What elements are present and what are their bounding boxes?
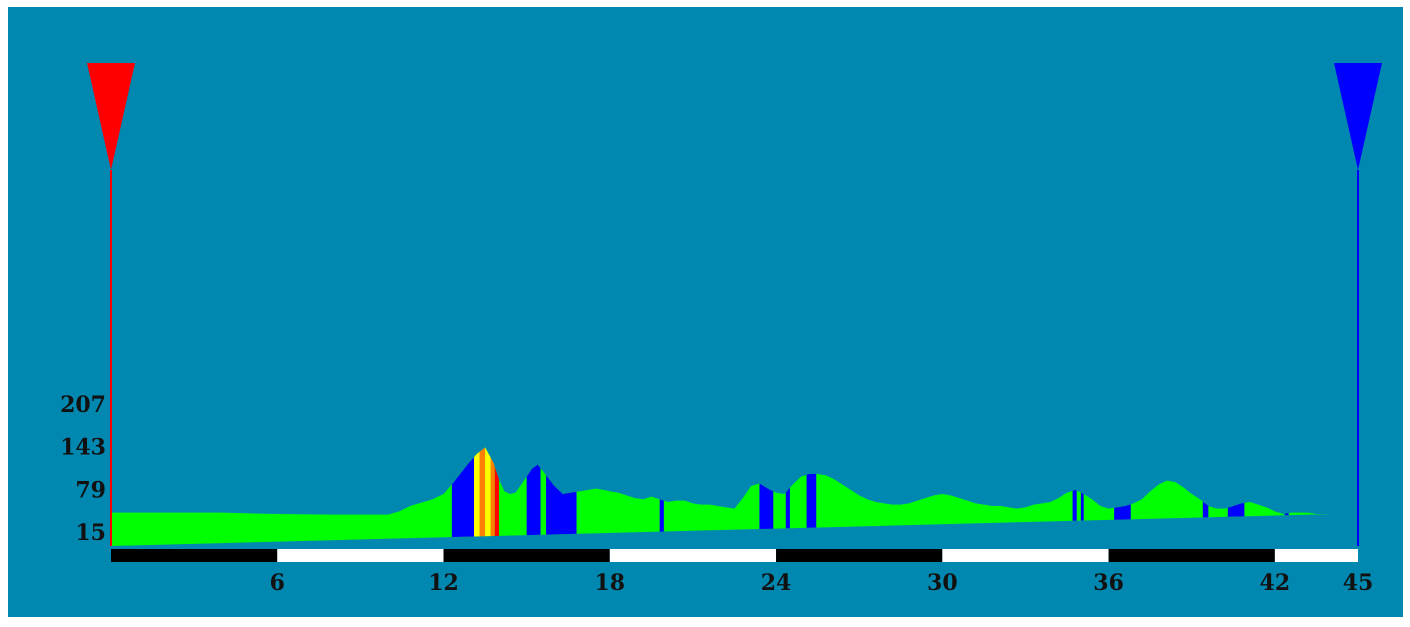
y-tick-label: 143 xyxy=(60,435,106,461)
x-tick-label: 36 xyxy=(1093,570,1124,596)
y-tick-label: 15 xyxy=(75,520,106,546)
x-tick-label: 12 xyxy=(428,570,459,596)
climb-section xyxy=(806,447,817,546)
x-tick-label: 45 xyxy=(1343,570,1374,596)
distance-scale-segment xyxy=(443,549,610,562)
distance-scale-segment xyxy=(277,549,444,562)
distance-scale-segment xyxy=(776,549,943,562)
x-tick-label: 6 xyxy=(270,570,285,596)
climb-section xyxy=(1080,447,1084,546)
start-marker-flag xyxy=(87,63,135,170)
climb-section xyxy=(785,447,790,546)
elevation-area xyxy=(111,447,1334,546)
x-tick-label: 42 xyxy=(1260,570,1291,596)
y-tick-label: 207 xyxy=(60,392,106,418)
distance-scale-segment xyxy=(942,549,1109,562)
climb-section xyxy=(1072,447,1077,546)
climb-section xyxy=(485,447,491,546)
climb-section xyxy=(479,447,486,546)
climb-section xyxy=(490,447,495,546)
x-tick-label: 30 xyxy=(927,570,958,596)
x-tick-label: 24 xyxy=(761,570,792,596)
climb-section xyxy=(526,447,541,546)
distance-scale-segment xyxy=(609,549,777,562)
x-tick-label: 18 xyxy=(594,570,625,596)
distance-scale-segment xyxy=(1108,549,1275,562)
y-tick-label: 79 xyxy=(75,477,106,503)
climb-section xyxy=(494,447,499,546)
distance-scale-segment xyxy=(111,549,278,562)
distance-scale-segment xyxy=(1274,549,1358,562)
finish-marker-flag xyxy=(1334,63,1382,170)
climb-section xyxy=(474,447,480,546)
